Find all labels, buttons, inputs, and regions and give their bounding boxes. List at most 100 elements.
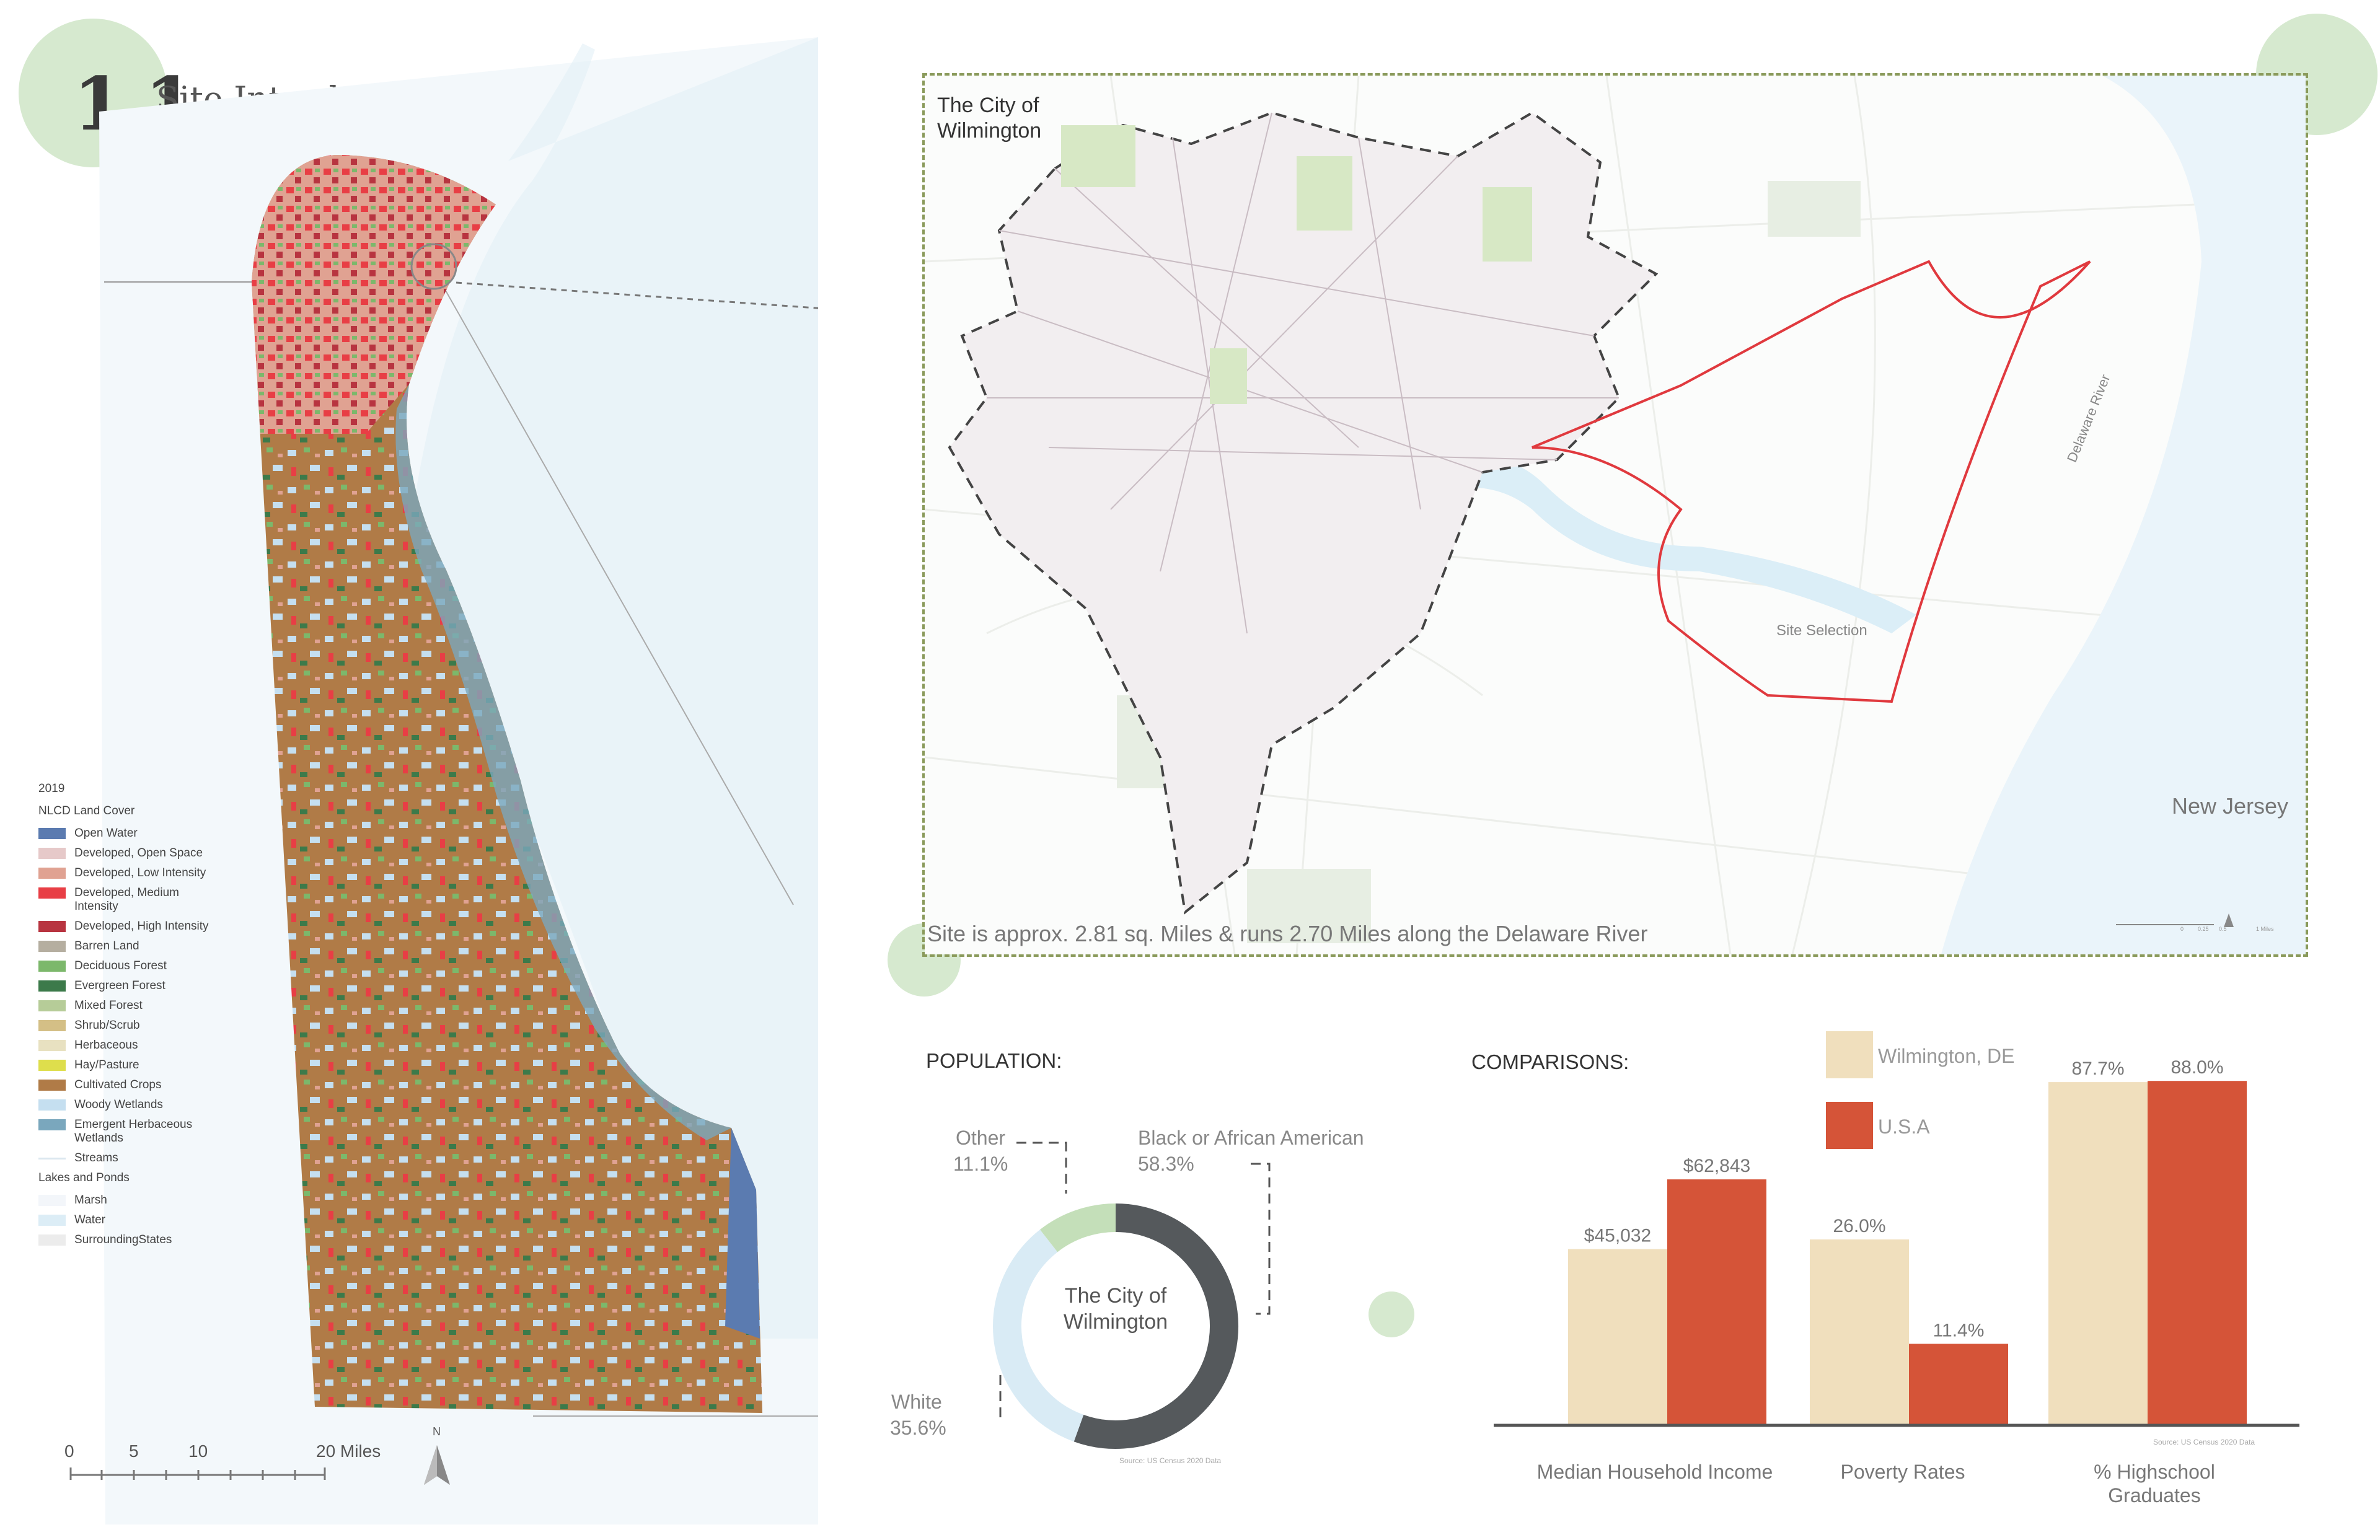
- scale-tick-5: 5: [129, 1441, 139, 1461]
- legend-lake-item-row: Water: [38, 1213, 262, 1227]
- bar-value-label: 11.4%: [1933, 1320, 1985, 1340]
- legend-item-row: Herbaceous: [38, 1039, 262, 1052]
- legend-lakes-heading: Lakes and Ponds: [38, 1171, 130, 1184]
- inset-scale-tick-0: 0: [2180, 926, 2184, 932]
- legend-item-swatch: [38, 980, 66, 992]
- donut-slice-black-or-african-american: [1073, 1203, 1238, 1449]
- legend-item-swatch: [38, 1020, 66, 1031]
- chart-accent-circle: [1368, 1291, 1414, 1337]
- comparisons-source: Source: US Census 2020 Data: [2153, 1438, 2255, 1446]
- new-jersey-label: New Jersey: [2172, 793, 2289, 819]
- legend-item-swatch: [38, 848, 66, 859]
- legend-swatch-wilmington: [1826, 1031, 1873, 1078]
- bar-usa-1: [1909, 1344, 2008, 1425]
- scale-tick-20: 20 Miles: [316, 1441, 381, 1461]
- legend-item-label: Shrub/Scrub: [74, 1019, 140, 1032]
- inset-map-note: Site is approx. 2.81 sq. Miles & runs 2.…: [927, 921, 1648, 946]
- site-selection-label: Site Selection: [1776, 622, 1867, 639]
- legend-item-label: Woody Wetlands: [74, 1098, 163, 1111]
- population-source: Source: US Census 2020 Data: [1119, 1456, 1222, 1465]
- comparisons-bar-chart: $45,032 $62,843 26.0% 11.4% 87.7% 88.0%: [1494, 1057, 2299, 1427]
- legend-item-swatch: [38, 1158, 66, 1159]
- population-heading: POPULATION:: [926, 1049, 1062, 1072]
- legend-item-row: Deciduous Forest: [38, 959, 262, 973]
- legend-item-row: Evergreen Forest: [38, 979, 262, 993]
- legend-item-row: Emergent Herbaceous Wetlands: [38, 1118, 262, 1145]
- legend-item-swatch: [38, 1080, 66, 1091]
- legend-item-swatch: [38, 1000, 66, 1011]
- legend-item-swatch: [38, 868, 66, 879]
- scale-tick-10: 10: [188, 1441, 208, 1461]
- donut-leader-lines: [999, 1142, 1271, 1417]
- donut-slice-other: [1039, 1203, 1116, 1252]
- legend-item-swatch: [38, 1119, 66, 1130]
- legend-item-row: Cultivated Crops: [38, 1078, 262, 1092]
- bar-value-label: 26.0%: [1833, 1216, 1885, 1236]
- legend-lake-item-label: Water: [74, 1213, 105, 1226]
- legend-item-label: Developed, Medium Intensity: [74, 886, 179, 913]
- donut-value-white: 35.6%: [890, 1417, 946, 1439]
- inset-map-frame: [922, 73, 2308, 957]
- legend-lake-items: Marsh Water SurroundingStates: [38, 1194, 262, 1247]
- legend-item-label: Mixed Forest: [74, 999, 143, 1012]
- legend-items: Open Water Developed, Open Space Developed…: [38, 827, 262, 1165]
- legend-item-label: Evergreen Forest: [74, 979, 165, 992]
- legend-item-label: Cultivated Crops: [74, 1078, 162, 1091]
- legend-heading: NLCD Land Cover: [38, 804, 135, 817]
- legend-item-label: Streams: [74, 1151, 118, 1164]
- legend-item-label: Developed, High Intensity: [74, 920, 209, 933]
- legend-item-label: Developed, Open Space: [74, 847, 203, 860]
- bar-wilmington-1: [1810, 1239, 1909, 1425]
- category-label-income: Median Household Income: [1536, 1461, 1773, 1483]
- legend-lake-item-swatch: [38, 1195, 66, 1206]
- wilmington-inset-map: [925, 76, 2306, 954]
- donut-label-other: Other: [956, 1127, 1006, 1149]
- landcover-legend: 2019 NLCD Land Cover Open Water Developed…: [38, 782, 262, 1253]
- donut-label-white: White: [891, 1391, 942, 1413]
- legend-item-label: Hay/Pasture: [74, 1058, 139, 1071]
- legend-item-row: Developed, Low Intensity: [38, 866, 262, 880]
- donut-center-label: The City of Wilmington: [1063, 1284, 1168, 1334]
- legend-item-row: Developed, Medium Intensity: [38, 886, 262, 913]
- category-label-poverty: Poverty Rates: [1840, 1461, 1965, 1483]
- legend-item-label: Deciduous Forest: [74, 959, 167, 972]
- legend-item-label: Emergent Herbaceous Wetlands: [74, 1118, 193, 1145]
- legend-item-swatch: [38, 887, 66, 899]
- legend-label-usa: U.S.A: [1878, 1115, 1930, 1138]
- legend-item-label: Developed, Low Intensity: [74, 866, 206, 879]
- legend-label-wilmington: Wilmington, DE: [1878, 1045, 2015, 1067]
- legend-lake-item-label: SurroundingStates: [74, 1233, 172, 1246]
- legend-swatch-usa: [1826, 1102, 1873, 1149]
- legend-item-label: Open Water: [74, 827, 138, 840]
- comparisons-heading: COMPARISONS:: [1471, 1050, 1629, 1073]
- legend-lake-item-row: Marsh: [38, 1194, 262, 1207]
- legend-item-row: Mixed Forest: [38, 999, 262, 1013]
- legend-item-row: Developed, High Intensity: [38, 920, 262, 933]
- donut-slice-white: [993, 1230, 1084, 1442]
- inset-scale-tick-025: 0.25: [2198, 926, 2209, 932]
- donut-value-black: 58.3%: [1138, 1153, 1194, 1175]
- legend-item-label: Herbaceous: [74, 1039, 138, 1052]
- category-label-graduates: % Highschool Graduates: [2094, 1461, 2215, 1507]
- donut-label-black: Black or African American: [1138, 1127, 1364, 1149]
- bar-value-label: 88.0%: [2171, 1057, 2223, 1078]
- legend-lake-item-label: Marsh: [74, 1194, 107, 1207]
- bar-wilmington-0: [1568, 1249, 1667, 1425]
- bar-usa-2: [2148, 1081, 2247, 1425]
- legend-item-swatch: [38, 1060, 66, 1071]
- legend-item-row: Shrub/Scrub: [38, 1019, 262, 1032]
- legend-item-row: Woody Wetlands: [38, 1098, 262, 1112]
- map-scale-bar: [69, 1467, 326, 1480]
- legend-item-row: Open Water: [38, 827, 262, 840]
- scale-tick-0: 0: [64, 1441, 74, 1461]
- legend-item-label: Barren Land: [74, 939, 139, 953]
- inset-scale-tick-05: 0.5: [2219, 926, 2227, 932]
- north-label: N: [433, 1425, 441, 1438]
- legend-item-swatch: [38, 961, 66, 972]
- bar-value-label: $62,843: [1683, 1156, 1750, 1176]
- legend-item-swatch: [38, 828, 66, 839]
- bar-value-label: 87.7%: [2071, 1058, 2124, 1079]
- legend-lake-item-row: SurroundingStates: [38, 1233, 262, 1247]
- legend-item-swatch: [38, 1099, 66, 1111]
- delaware-landcover-map: [99, 37, 818, 1525]
